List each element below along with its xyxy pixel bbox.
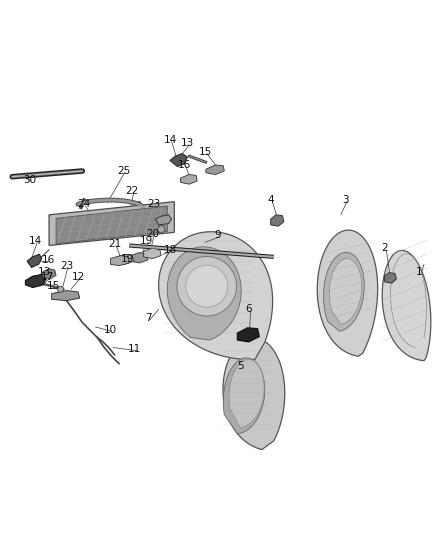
Polygon shape (223, 358, 265, 434)
Text: 19: 19 (140, 236, 153, 246)
Polygon shape (155, 215, 172, 225)
Text: 12: 12 (71, 272, 85, 282)
Text: 14: 14 (163, 135, 177, 146)
Polygon shape (117, 254, 134, 264)
Text: 23: 23 (148, 199, 161, 209)
Polygon shape (329, 259, 362, 324)
Text: 14: 14 (29, 236, 42, 246)
Circle shape (177, 256, 237, 316)
Text: 5: 5 (237, 361, 244, 372)
Text: 15: 15 (47, 281, 60, 291)
Polygon shape (131, 253, 148, 263)
Polygon shape (144, 248, 161, 259)
Polygon shape (27, 254, 42, 268)
Polygon shape (49, 201, 174, 246)
Polygon shape (223, 338, 285, 449)
Text: 10: 10 (104, 325, 117, 335)
Text: 17: 17 (41, 272, 54, 282)
Text: 13: 13 (38, 266, 51, 277)
Text: 9: 9 (215, 230, 222, 240)
Text: 16: 16 (178, 160, 191, 170)
Text: 20: 20 (147, 229, 160, 239)
Text: 7: 7 (145, 313, 152, 323)
Text: 24: 24 (78, 199, 91, 209)
Polygon shape (167, 247, 241, 340)
Text: 2: 2 (381, 243, 388, 253)
Text: 16: 16 (42, 255, 55, 265)
Text: 18: 18 (164, 245, 177, 255)
Text: 22: 22 (126, 186, 139, 196)
Polygon shape (324, 252, 364, 332)
Polygon shape (385, 273, 396, 283)
Polygon shape (382, 251, 431, 361)
Text: 1: 1 (416, 266, 423, 277)
Text: 3: 3 (342, 195, 349, 205)
Text: 23: 23 (60, 261, 73, 271)
Polygon shape (229, 359, 264, 427)
Polygon shape (52, 290, 80, 301)
Polygon shape (206, 165, 224, 174)
Polygon shape (56, 206, 167, 244)
Polygon shape (110, 255, 129, 265)
Circle shape (158, 226, 165, 233)
Text: 13: 13 (181, 138, 194, 148)
Polygon shape (170, 154, 187, 167)
Text: 25: 25 (117, 166, 131, 176)
Polygon shape (180, 174, 197, 184)
Text: 15: 15 (198, 147, 212, 157)
Polygon shape (237, 328, 259, 342)
Circle shape (186, 265, 228, 307)
Polygon shape (317, 230, 378, 356)
Text: 21: 21 (108, 239, 121, 249)
Polygon shape (25, 274, 46, 287)
Text: 11: 11 (128, 344, 141, 354)
Text: 4: 4 (267, 195, 274, 205)
Polygon shape (43, 269, 56, 279)
Circle shape (57, 286, 64, 292)
Polygon shape (271, 215, 284, 226)
Polygon shape (159, 232, 272, 360)
Text: 6: 6 (245, 304, 252, 314)
Text: 19: 19 (121, 254, 134, 264)
Text: 30: 30 (23, 175, 36, 185)
